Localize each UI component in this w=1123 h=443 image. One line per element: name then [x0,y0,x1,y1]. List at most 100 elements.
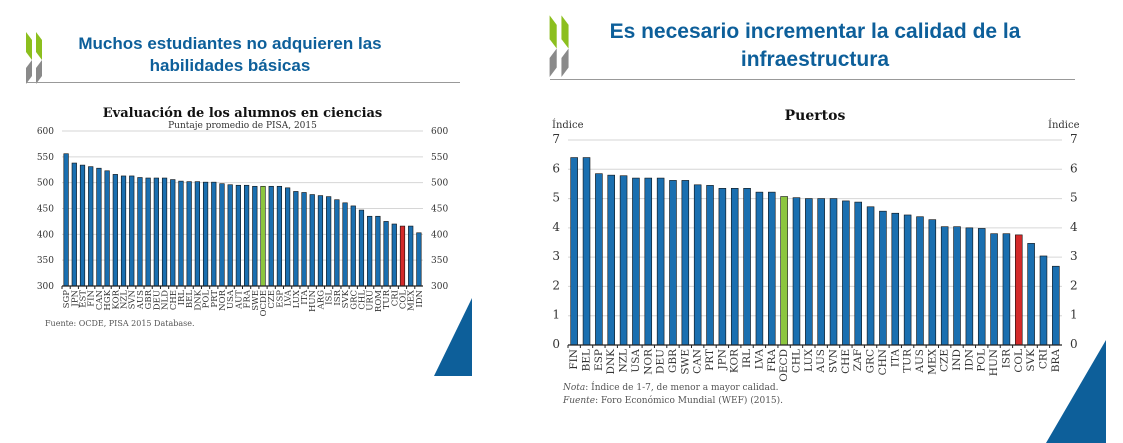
x-tick-label: AUS [136,290,146,310]
x-tick-label: DNK [605,349,617,375]
bar-prt [706,185,714,346]
y-tick-label: 5 [552,191,560,205]
title-line: infraestructura [740,48,890,71]
y-tick-label: 7 [552,132,560,146]
bar-dnk [607,174,615,346]
bar-bel [186,181,192,287]
x-tick-label: BEL [185,290,195,308]
bar-prt [211,181,217,287]
x-tick-label: KOR [111,289,121,309]
bar-rom [375,215,381,287]
x-tick-label: NOR [218,289,228,310]
y-tick-label: 1 [552,308,560,322]
y-tick-label-right: 5 [1070,191,1078,205]
oecd-logo-left [26,32,42,84]
x-tick-label: SWE [251,290,261,311]
x-tick-label: BEL [581,349,593,371]
bar-svk [342,202,348,287]
title-line: Muchos estudiantes no adquieren las [78,34,382,53]
x-tick-label: FIN [87,289,97,306]
bar-zaf [854,201,862,346]
bar-bel [582,157,591,346]
bar-pol [202,181,209,287]
x-tick-label: DEU [152,290,162,310]
bar-usa [227,184,233,287]
bar-aut [235,184,241,287]
bar-chl [358,209,365,287]
bar-cri [1039,255,1048,346]
x-tick-label: CRI [1037,349,1049,369]
y-tick-label-right: 6 [1070,161,1078,175]
bar-svn [129,175,135,287]
bar-grc [350,205,356,287]
source-text: : Foro Económico Mundial (WEF) (2015). [595,396,784,406]
x-tick-label: DEU [655,349,667,374]
bar-cri [391,223,397,287]
bar-nld [161,177,168,287]
y-tick-label: 500 [37,179,54,189]
source-label: Fuente [563,396,596,406]
left-divider [27,82,460,83]
bar-col [399,225,406,287]
y-tick-label-right: 450 [431,205,448,215]
bar-pol [977,228,986,346]
x-tick-label: DNK [193,289,203,310]
x-tick-label: NZL [618,349,630,372]
bar-tur [903,214,912,346]
bar-sgp [63,153,69,287]
x-tick-label: GBR [144,289,154,309]
y-tick-label-right: 300 [431,282,448,292]
bar-cze [268,185,274,287]
y-tick-label-right: 600 [431,127,448,137]
y-tick-label: 2 [552,278,560,292]
bar-nzl [120,175,127,287]
x-tick-label: GRC [349,290,359,310]
y-tick-label: 450 [37,205,54,215]
bar-kor [112,174,118,287]
y-tick-label: 0 [552,337,560,351]
decorative-triangle-right [1046,340,1106,443]
bar-lux [805,198,813,346]
x-tick-label: JPN [70,289,80,307]
bar-hgk [104,170,110,287]
bar-lva [755,191,764,346]
x-tick-label: ITA [889,349,901,368]
x-tick-label: FIN [568,349,580,370]
x-tick-label: CZE [267,290,277,309]
note-label: Nota [563,383,586,393]
y-tick-label: 4 [552,220,560,234]
bar-chn [879,210,887,346]
bar-gbr [145,177,151,287]
y-tick-label: 3 [552,249,560,263]
x-tick-label: LVA [753,349,765,370]
y-tick-label-right: 7 [1070,132,1078,146]
x-tick-label: CHE [840,349,852,374]
bar-ita [301,192,307,287]
x-tick-label: OCDE [259,290,269,317]
bar-jpn [718,188,727,346]
bar-col [1015,234,1023,346]
y-tick-label: 600 [37,127,54,137]
chart-title: Puertos [785,108,846,124]
x-tick-label: AUT [234,290,244,310]
x-tick-label: ESP [593,349,605,371]
x-tick-label: SWE [679,349,691,375]
bar-nor [644,177,653,346]
x-tick-label: IRL [177,290,187,306]
x-tick-label: CHL [357,290,367,310]
x-tick-label: USA [226,289,236,309]
x-tick-label: PRT [210,290,220,308]
bar-uru [367,215,373,287]
y-tick-label-right: 1 [1070,308,1078,322]
y-tick-label-right: 400 [431,230,448,240]
x-tick-label: ISR [1000,348,1012,368]
bar-nor [219,183,225,287]
bar-can [693,184,702,346]
x-tick-label: CHN [877,349,889,375]
y-tick-label: 350 [37,256,54,266]
left-slide-title: Muchos estudiantes no adquieren las habi… [60,33,400,77]
bar-ocde [260,185,266,287]
bar-fra [244,184,250,287]
x-tick-label: FRA [243,289,253,308]
x-tick-label: ESP [275,290,285,308]
